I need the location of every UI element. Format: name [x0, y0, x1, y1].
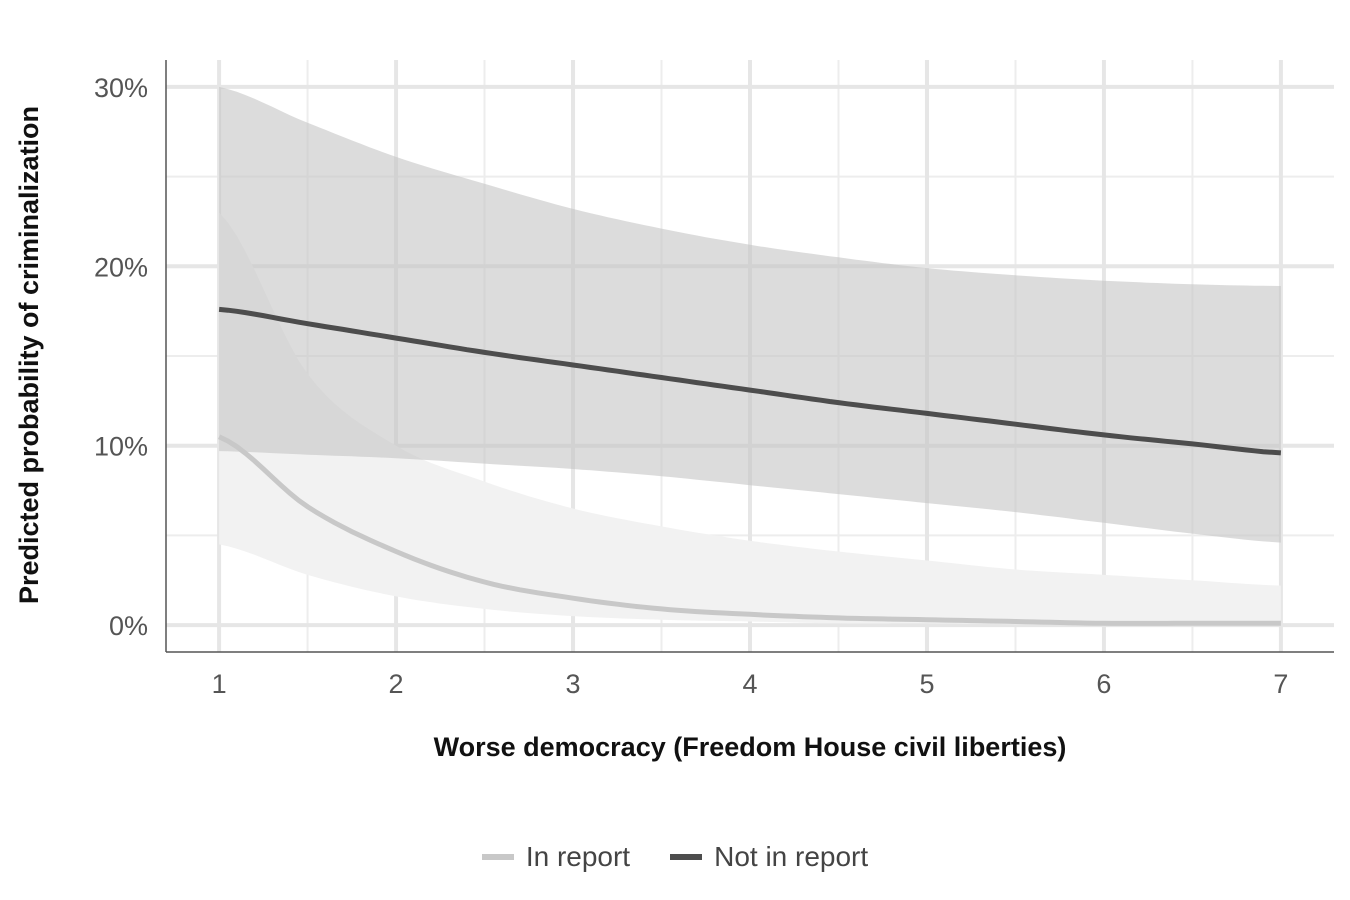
x-tick-label: 1	[212, 669, 227, 699]
x-tick-label: 2	[389, 669, 404, 699]
confidence-ribbons	[219, 86, 1281, 625]
ribbon-not-in-report	[219, 86, 1281, 543]
line-not-in-report	[218, 306, 1282, 456]
tick-labels: 1 2 3 4 5 6 7 0% 10% 20% 30%	[94, 73, 1288, 699]
legend: In report Not in report	[0, 835, 1350, 879]
legend-key-in-report	[481, 854, 514, 860]
x-axis-title: Worse democracy (Freedom House civil lib…	[434, 732, 1067, 762]
legend-key-not-in-report	[670, 854, 703, 860]
line-in-report	[218, 434, 1281, 626]
y-tick-label: 30%	[94, 73, 148, 103]
x-tick-label: 4	[742, 669, 757, 699]
legend-item-not-in-report: Not in report	[670, 841, 868, 873]
y-axis-title: Predicted probability of criminalization	[14, 106, 44, 604]
axes	[165, 60, 1334, 653]
x-tick-label: 6	[1096, 669, 1111, 699]
legend-label-in-report: In report	[525, 841, 631, 872]
y-tick-label: 10%	[94, 432, 148, 462]
legend-label-not-in-report: Not in report	[714, 841, 869, 872]
ribbon-in-report	[219, 212, 1281, 625]
x-tick-label: 5	[919, 669, 934, 699]
x-tick-label: 3	[566, 669, 581, 699]
y-tick-label: 20%	[94, 252, 148, 282]
series-lines	[218, 306, 1282, 626]
legend-item-in-report: In report	[481, 841, 631, 873]
y-tick-label: 0%	[109, 611, 148, 641]
x-tick-label: 7	[1273, 669, 1288, 699]
